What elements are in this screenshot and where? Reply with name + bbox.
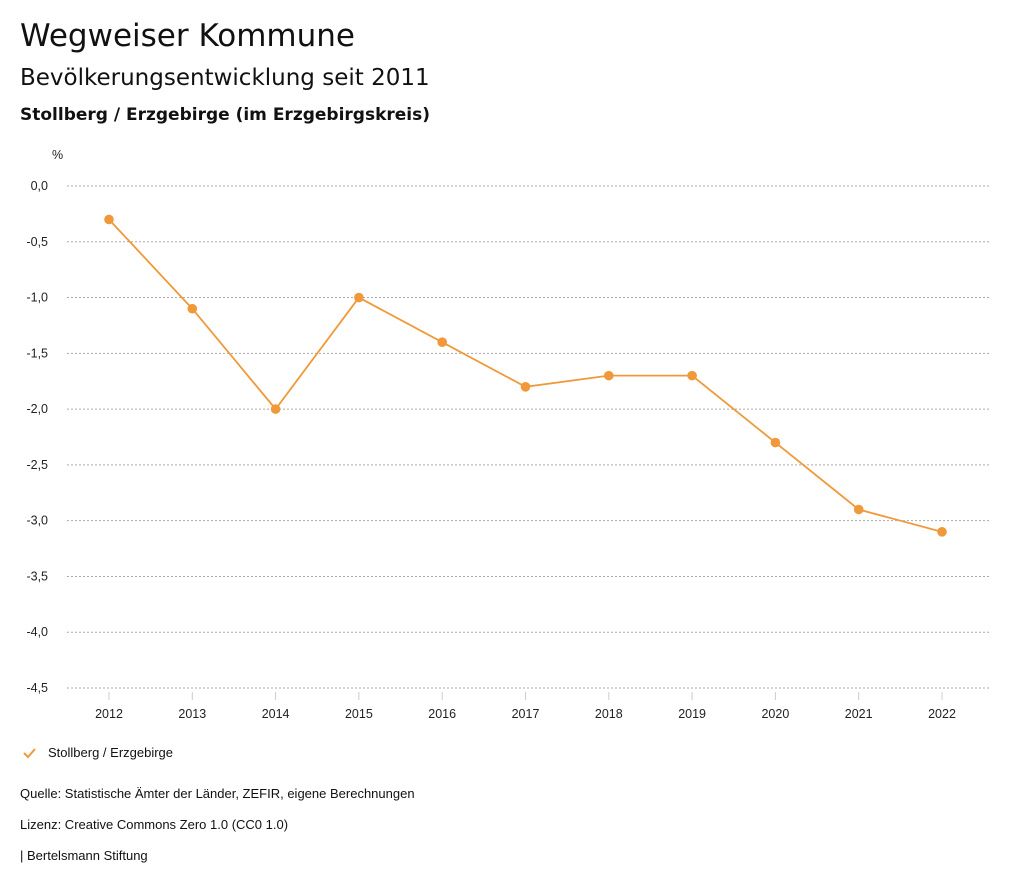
y-tick-label: 0,0 — [31, 179, 48, 193]
check-icon — [23, 747, 36, 758]
y-tick-label: -1,0 — [26, 291, 48, 305]
data-point[interactable] — [937, 527, 947, 537]
x-tick-label: 2019 — [678, 707, 706, 721]
x-tick-label: 2012 — [95, 707, 123, 721]
data-point[interactable] — [853, 504, 864, 515]
license-text: Lizenz: Creative Commons Zero 1.0 (CC0 1… — [20, 817, 289, 832]
brand-text: | Bertelsmann Stiftung — [20, 848, 148, 863]
x-tick-label: 2013 — [178, 707, 206, 721]
y-tick-label: -1,5 — [26, 346, 48, 360]
y-tick-label: -4,0 — [26, 625, 48, 639]
data-point[interactable] — [270, 404, 281, 414]
series-line — [108, 218, 943, 533]
y-tick-label: -2,0 — [26, 402, 48, 416]
x-tick-label: 2014 — [262, 707, 290, 721]
data-point[interactable] — [187, 303, 198, 314]
y-tick-label: -3,0 — [26, 514, 48, 528]
x-tick-label: 2020 — [761, 707, 789, 721]
x-tick-label: 2021 — [845, 707, 873, 721]
chart-subtitle: Bevölkerungsentwicklung seit 2011 — [20, 65, 430, 91]
data-point[interactable] — [437, 337, 448, 347]
x-tick-label: 2015 — [345, 707, 373, 721]
y-tick-label: -2,5 — [26, 458, 48, 472]
legend-item[interactable]: Stollberg / Erzgebirge — [22, 745, 173, 760]
data-point[interactable] — [104, 214, 114, 225]
y-tick-label: -4,5 — [26, 681, 48, 695]
data-point[interactable] — [354, 292, 364, 303]
x-tick-label: 2017 — [512, 707, 540, 721]
page-title: Wegweiser Kommune — [20, 18, 355, 54]
y-tick-label: -3,5 — [26, 569, 48, 583]
data-point[interactable] — [604, 370, 614, 381]
y-axis-label: % — [52, 148, 63, 162]
region-title: Stollberg / Erzgebirge (im Erzgebirgskre… — [20, 105, 431, 125]
x-tick-label: 2022 — [928, 707, 956, 721]
x-tick-label: 2018 — [595, 707, 623, 721]
source-text: Quelle: Statistische Ämter der Länder, Z… — [20, 786, 415, 801]
data-point[interactable] — [687, 370, 697, 381]
legend-label: Stollberg / Erzgebirge — [48, 745, 174, 760]
data-point[interactable] — [520, 382, 531, 392]
data-point[interactable] — [770, 437, 781, 448]
y-tick-label: -0,5 — [26, 235, 48, 249]
x-tick-label: 2016 — [428, 707, 456, 721]
